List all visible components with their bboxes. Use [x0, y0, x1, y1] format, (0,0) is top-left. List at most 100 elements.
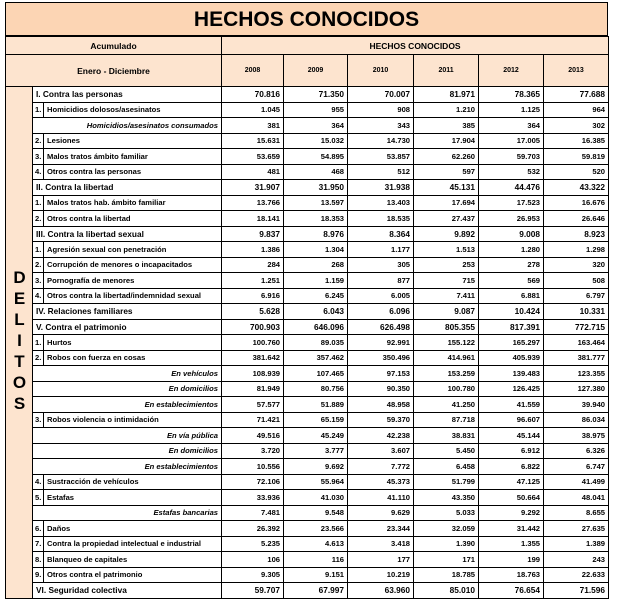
- row-number: 4.: [32, 163, 44, 180]
- cell-value: 8.976: [283, 225, 349, 242]
- row-label: En domicilios: [31, 442, 223, 459]
- row-number: 8.: [32, 551, 44, 568]
- year-header: 2012: [478, 54, 545, 87]
- cell-value: 89.035: [283, 334, 349, 351]
- cell-value: 3.777: [283, 442, 349, 459]
- cell-value: 5.033: [413, 504, 480, 521]
- table-row: 4. Sustracción de vehículos 72.106 55.964 45…: [6, 473, 610, 490]
- cell-value: 15.032: [283, 132, 349, 149]
- cell-value: 165.297: [478, 334, 545, 351]
- cell-value: 5.628: [221, 303, 285, 320]
- cell-value: 23.566: [283, 520, 349, 537]
- cell-value: 16.676: [543, 194, 610, 211]
- row-number: 2.: [32, 132, 44, 149]
- row-label: En establecimientos: [31, 458, 223, 475]
- table-row: 1. Hurtos 100.760 89.035 92.991 155.122 165.29…: [6, 334, 610, 351]
- cell-value: 63.960: [347, 582, 415, 599]
- row-label: Estafas bancarias: [31, 504, 223, 521]
- cell-value: 17.523: [478, 194, 545, 211]
- table-row: 1. Agresión sexual con penetración 1.386 1.…: [6, 241, 610, 258]
- row-number: 3.: [32, 148, 44, 165]
- row-label: Otros contra las personas: [42, 163, 223, 180]
- cell-value: 53.659: [221, 148, 285, 165]
- cell-value: 1.251: [221, 272, 285, 289]
- cell-value: 62.260: [413, 148, 480, 165]
- year-header: 2010: [347, 54, 415, 87]
- table-row: 2. Corrupción de menores o incapacitados 2…: [6, 256, 610, 273]
- row-number: 3.: [32, 272, 44, 289]
- cell-value: 381: [221, 117, 285, 134]
- cell-value: 107.465: [283, 365, 349, 382]
- cell-value: 171: [413, 551, 480, 568]
- row-label: Agresión sexual con penetración: [42, 241, 223, 258]
- side-label: DELITOS: [10, 267, 29, 415]
- cell-value: 67.997: [283, 582, 349, 599]
- cell-value: 320: [543, 256, 610, 273]
- cell-value: 127.380: [543, 380, 610, 397]
- table-row: 9. Otros contra el patrimonio 9.305 9.151 10…: [6, 566, 610, 583]
- row-label: En establecimientos: [31, 396, 223, 413]
- table-row: En domicilios 81.949 80.756 90.350 100.780 12…: [6, 380, 610, 397]
- data-table: Acumulado HECHOS CONOCIDOS Enero - Diciem…: [4, 36, 610, 599]
- row-label: Malos tratos ámbito familiar: [42, 148, 223, 165]
- cell-value: 13.766: [221, 194, 285, 211]
- table-row: IV. Relaciones familiares 5.628 6.043 6.096…: [6, 303, 610, 320]
- cell-value: 9.305: [221, 566, 285, 583]
- cell-value: 17.904: [413, 132, 480, 149]
- row-label: Corrupción de menores o incapacitados: [42, 256, 223, 273]
- cell-value: 17.694: [413, 194, 480, 211]
- cell-value: 199: [478, 551, 545, 568]
- cell-value: 23.344: [347, 520, 415, 537]
- cell-value: 481: [221, 163, 285, 180]
- cell-value: 31.938: [347, 179, 415, 196]
- header-period: Enero - Diciembre: [4, 54, 223, 87]
- row-label: Sustracción de vehículos: [42, 473, 223, 490]
- cell-value: 16.385: [543, 132, 610, 149]
- row-number: 5.: [32, 489, 44, 506]
- cell-value: 43.322: [543, 179, 610, 196]
- cell-value: 1.386: [221, 241, 285, 258]
- cell-value: 5.450: [413, 442, 480, 459]
- row-label: Homicidios dolosos/asesinatos: [42, 101, 223, 118]
- cell-value: 41.030: [283, 489, 349, 506]
- table-row: 6. Daños 26.392 23.566 23.344 32.059 31.442 27.…: [6, 520, 610, 537]
- cell-value: 7.411: [413, 287, 480, 304]
- cell-value: 45.373: [347, 473, 415, 490]
- cell-value: 13.597: [283, 194, 349, 211]
- row-label: Estafas: [42, 489, 223, 506]
- table-row: 4. Otros contra la libertad/indemnidad se…: [6, 287, 610, 304]
- row-number: 2.: [32, 210, 44, 227]
- header-accumulated: Acumulado: [4, 36, 223, 55]
- row-label: En domicilios: [31, 380, 223, 397]
- cell-value: 31.442: [478, 520, 545, 537]
- cell-value: 71.350: [283, 86, 349, 103]
- cell-value: 1.045: [221, 101, 285, 118]
- year-header: 2011: [413, 54, 480, 87]
- cell-value: 72.106: [221, 473, 285, 490]
- cell-value: 9.837: [221, 225, 285, 242]
- year-header: 2013: [543, 54, 610, 87]
- cell-value: 9.292: [478, 504, 545, 521]
- cell-value: 77.688: [543, 86, 610, 103]
- cell-value: 18.353: [283, 210, 349, 227]
- cell-value: 26.953: [478, 210, 545, 227]
- cell-value: 381.642: [221, 349, 285, 366]
- row-label: Homicidios/asesinatos consumados: [31, 117, 223, 134]
- table-row: 2. Robos con fuerza en cosas 381.642 357.46…: [6, 349, 610, 366]
- cell-value: 10.556: [221, 458, 285, 475]
- row-label: Hurtos: [42, 334, 223, 351]
- cell-value: 6.458: [413, 458, 480, 475]
- cell-value: 81.949: [221, 380, 285, 397]
- table-row: 1. Homicidios dolosos/asesinatos 1.045 955 9…: [6, 101, 610, 118]
- row-number: 2.: [32, 256, 44, 273]
- cell-value: 964: [543, 101, 610, 118]
- row-label: Robos violencia o intimidación: [42, 411, 223, 428]
- cell-value: 8.364: [347, 225, 415, 242]
- cell-value: 18.785: [413, 566, 480, 583]
- cell-value: 54.895: [283, 148, 349, 165]
- table-row: En vehículos 108.939 107.465 97.153 153.259 1…: [6, 365, 610, 382]
- cell-value: 155.122: [413, 334, 480, 351]
- cell-value: 1.390: [413, 535, 480, 552]
- cell-value: 43.350: [413, 489, 480, 506]
